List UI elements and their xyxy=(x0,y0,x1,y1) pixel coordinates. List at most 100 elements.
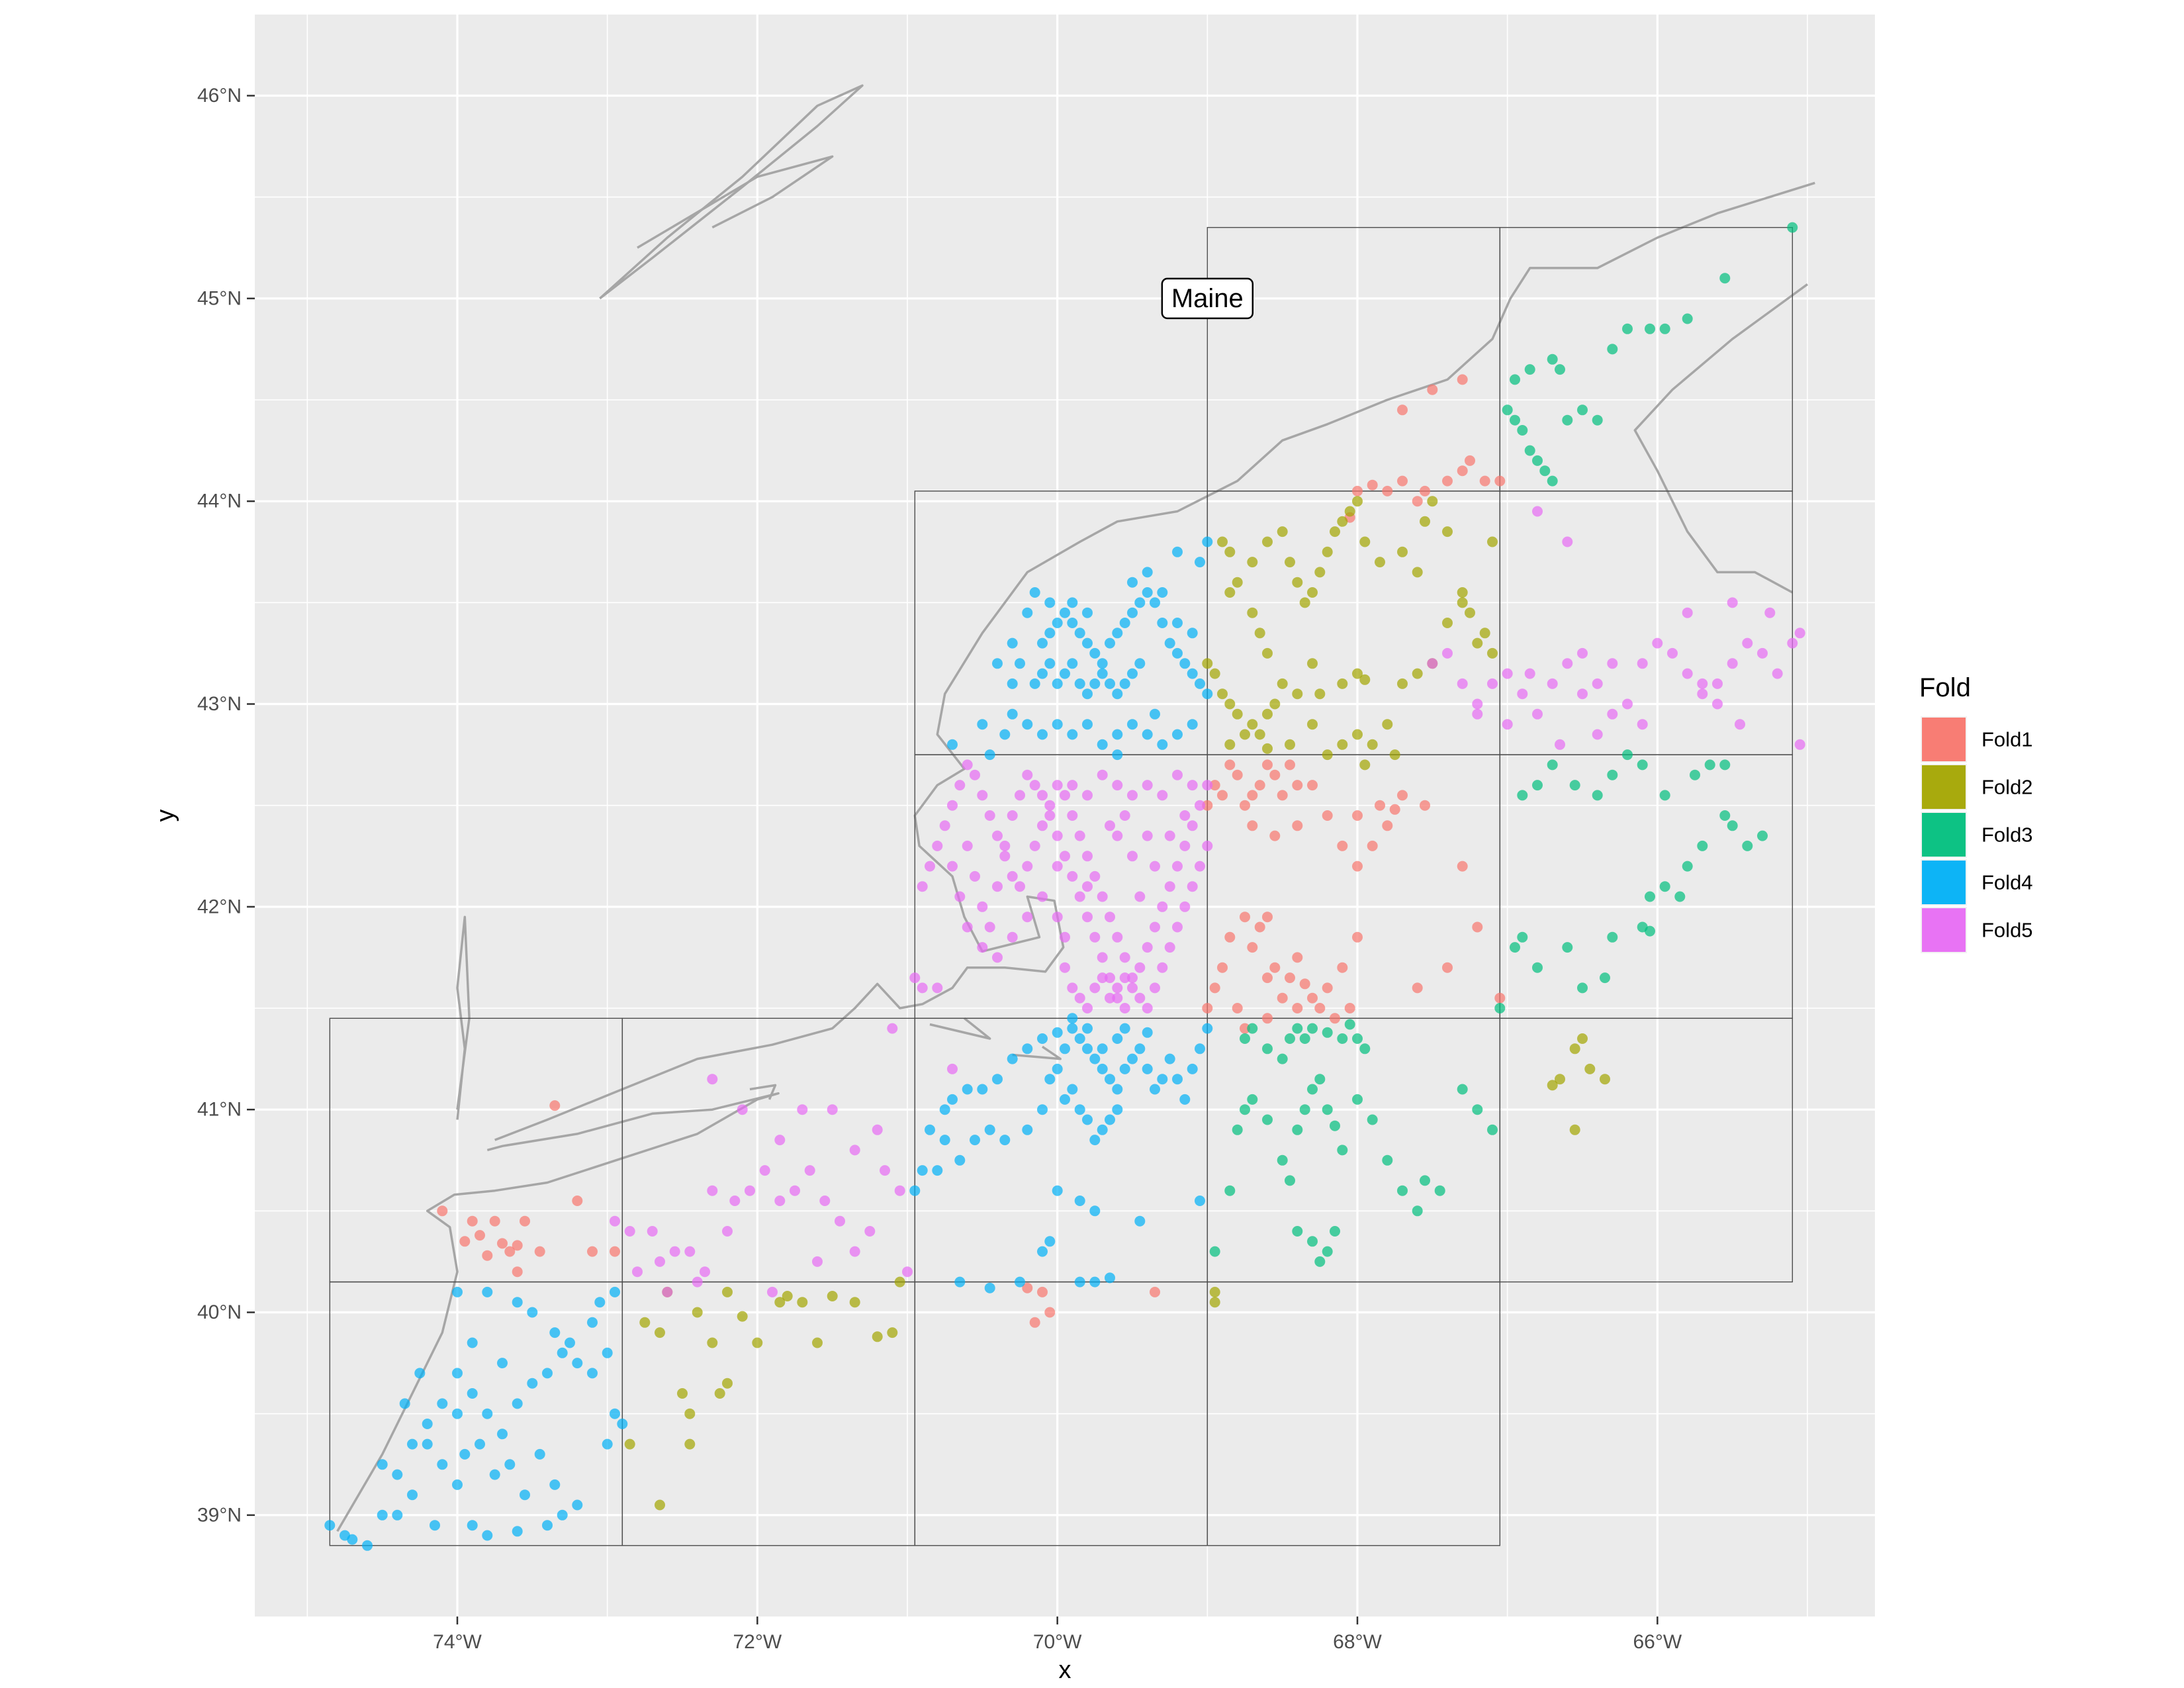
point-fold4 xyxy=(1150,1084,1160,1095)
point-fold4 xyxy=(1127,719,1138,730)
point-fold2 xyxy=(1232,708,1243,720)
point-fold3 xyxy=(1547,759,1558,771)
point-fold3 xyxy=(1359,1043,1371,1055)
point-fold2 xyxy=(1397,546,1408,557)
point-fold3 xyxy=(1247,1094,1258,1105)
point-fold5 xyxy=(1607,708,1618,720)
point-fold1 xyxy=(1262,972,1273,984)
point-fold1 xyxy=(1232,1003,1243,1013)
point-fold3 xyxy=(1607,344,1618,355)
x-tick-label: 66°W xyxy=(1633,1631,1682,1653)
point-fold4 xyxy=(1044,1074,1056,1085)
point-fold4 xyxy=(467,1337,478,1348)
point-fold4 xyxy=(1022,1043,1033,1055)
point-fold5 xyxy=(1060,790,1070,801)
point-fold5 xyxy=(700,1266,710,1278)
point-fold4 xyxy=(1142,567,1153,578)
point-fold3 xyxy=(1502,404,1513,416)
point-fold5 xyxy=(917,982,928,994)
point-fold3 xyxy=(1659,881,1670,892)
point-fold4 xyxy=(1187,1063,1198,1074)
point-fold5 xyxy=(1577,688,1588,700)
point-fold5 xyxy=(1697,688,1708,700)
point-fold4 xyxy=(1127,1053,1138,1064)
point-fold5 xyxy=(1150,861,1160,872)
point-fold5 xyxy=(977,942,988,953)
legend-key-fold3 xyxy=(1922,813,1966,857)
point-fold2 xyxy=(1277,526,1288,538)
point-fold3 xyxy=(1562,414,1573,426)
coastline xyxy=(1633,283,1809,594)
point-fold5 xyxy=(984,810,995,821)
point-fold2 xyxy=(1442,618,1453,628)
point-fold4 xyxy=(1067,1013,1078,1024)
point-fold5 xyxy=(1105,972,1115,984)
coastline xyxy=(599,84,864,300)
point-fold2 xyxy=(827,1291,838,1301)
point-fold1 xyxy=(437,1205,448,1217)
point-fold5 xyxy=(1727,597,1738,608)
point-fold2 xyxy=(1389,749,1400,761)
point-fold3 xyxy=(1682,861,1693,872)
point-fold3 xyxy=(1532,962,1543,973)
point-fold5 xyxy=(647,1226,658,1237)
point-fold4 xyxy=(482,1286,493,1297)
point-fold5 xyxy=(1119,972,1130,984)
point-fold4 xyxy=(1097,1043,1108,1055)
legend-key-fold5 xyxy=(1922,908,1966,952)
point-fold4 xyxy=(1187,719,1198,730)
point-fold4 xyxy=(1022,719,1033,730)
point-fold3 xyxy=(1524,445,1535,456)
point-fold1 xyxy=(1217,962,1228,973)
point-fold5 xyxy=(1089,870,1101,882)
point-fold4 xyxy=(1179,658,1191,669)
point-fold5 xyxy=(1052,780,1063,791)
point-fold4 xyxy=(1074,678,1085,689)
point-fold5 xyxy=(1179,810,1191,821)
point-fold5 xyxy=(1735,719,1745,730)
coastline xyxy=(456,915,471,1120)
point-fold4 xyxy=(467,1388,478,1399)
point-fold4 xyxy=(962,1084,973,1095)
point-fold5 xyxy=(925,861,935,872)
point-fold5 xyxy=(1555,739,1565,750)
point-fold5 xyxy=(1097,891,1108,902)
point-fold4 xyxy=(1037,1104,1048,1115)
point-fold4 xyxy=(1202,688,1213,700)
point-fold4 xyxy=(984,749,995,761)
point-fold1 xyxy=(1262,912,1273,923)
point-fold3 xyxy=(1322,1027,1333,1038)
point-fold5 xyxy=(767,1286,778,1297)
point-fold4 xyxy=(1029,587,1040,598)
point-fold1 xyxy=(1382,820,1393,831)
point-fold4 xyxy=(1037,729,1048,740)
point-fold5 xyxy=(1074,891,1085,902)
point-fold4 xyxy=(1112,729,1123,740)
point-fold5 xyxy=(1712,678,1723,689)
point-fold5 xyxy=(872,1124,883,1135)
point-fold2 xyxy=(774,1297,786,1308)
point-fold5 xyxy=(1142,830,1153,841)
point-fold2 xyxy=(1337,516,1348,527)
point-fold4 xyxy=(324,1520,336,1531)
point-fold4 xyxy=(1022,1124,1033,1135)
point-fold4 xyxy=(1150,708,1160,720)
point-fold3 xyxy=(1674,891,1686,902)
point-fold2 xyxy=(737,1311,748,1322)
point-fold1 xyxy=(1254,921,1265,933)
point-fold1 xyxy=(1397,404,1408,416)
point-fold4 xyxy=(1074,1033,1085,1044)
point-fold4 xyxy=(1082,607,1093,618)
legend-title: Fold xyxy=(1919,673,1971,702)
point-fold2 xyxy=(1217,688,1228,700)
point-fold4 xyxy=(992,1074,1003,1085)
point-fold3 xyxy=(1262,1043,1273,1055)
point-fold4 xyxy=(1089,1276,1101,1288)
point-fold3 xyxy=(1322,1246,1333,1257)
point-fold3 xyxy=(1600,972,1610,984)
point-fold5 xyxy=(1187,820,1198,831)
point-fold4 xyxy=(1105,637,1115,649)
point-fold5 xyxy=(992,830,1003,841)
point-fold5 xyxy=(1577,647,1588,659)
point-fold1 xyxy=(1367,840,1378,851)
